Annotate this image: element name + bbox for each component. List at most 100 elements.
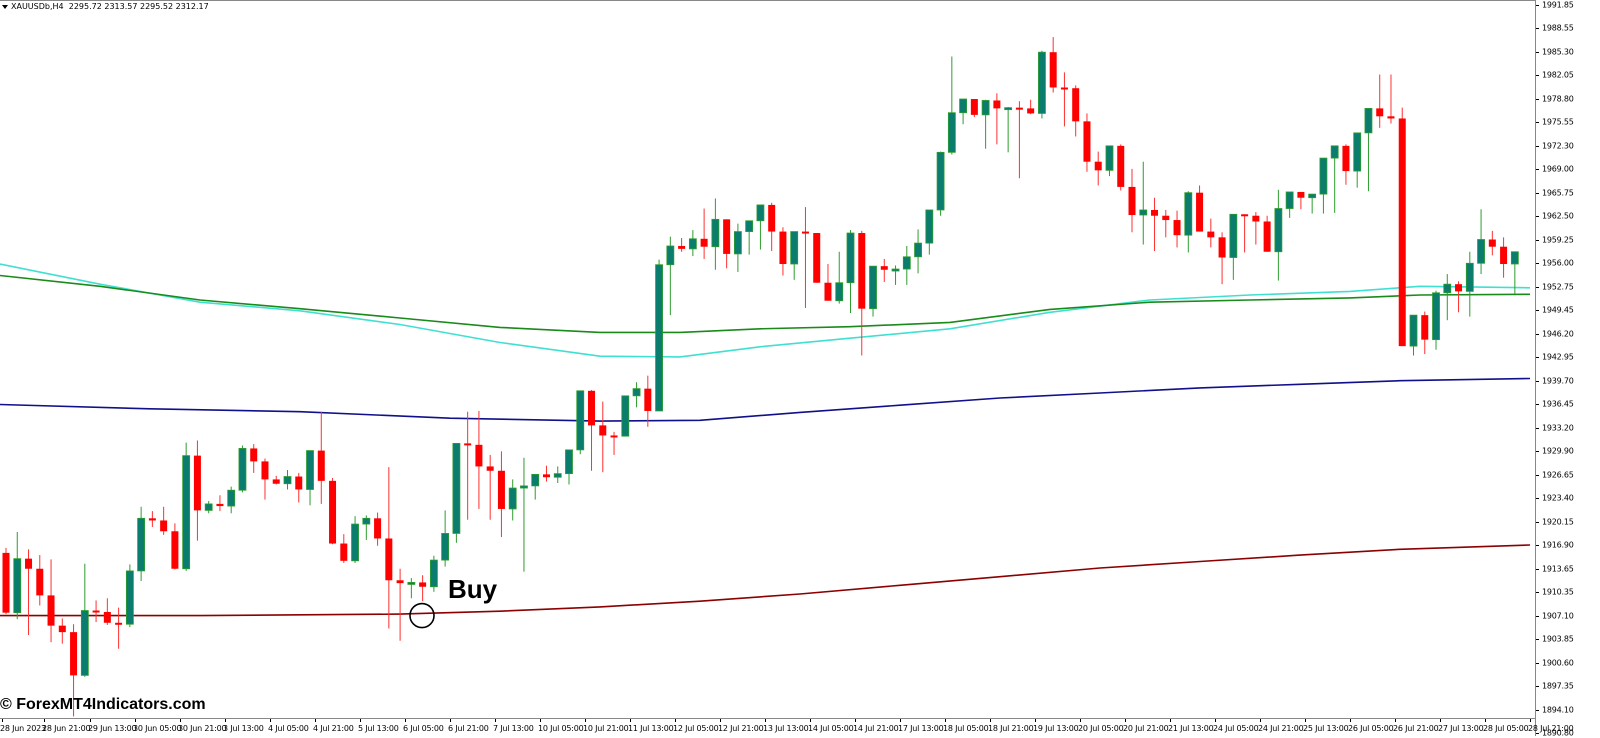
- x-tick: [270, 719, 271, 722]
- y-axis-label: 1936.45: [1542, 399, 1574, 409]
- bull-candle: [351, 516, 359, 563]
- x-tick: [585, 719, 586, 722]
- y-axis-label: 1959.25: [1542, 235, 1574, 245]
- bull-candle: [734, 223, 742, 272]
- y-tick: [1536, 216, 1539, 218]
- x-tick: [900, 719, 901, 722]
- x-tick: [495, 719, 496, 722]
- y-axis-label: 1903.85: [1542, 634, 1574, 644]
- x-axis-label: 10 Jul 21:00: [583, 724, 629, 733]
- x-axis-label: 4 Jul 05:00: [268, 724, 309, 733]
- bear-candle: [475, 410, 483, 509]
- x-tick: [360, 719, 361, 722]
- y-tick: [1536, 686, 1539, 688]
- bear-candle: [1297, 191, 1305, 210]
- x-tick: [630, 719, 631, 722]
- x-tick: [1395, 719, 1396, 722]
- x-tick: [44, 719, 45, 722]
- bear-candle: [396, 568, 404, 641]
- y-tick: [1536, 545, 1539, 547]
- bull-candle: [891, 265, 900, 285]
- y-axis-label: 1972.30: [1542, 141, 1574, 151]
- bear-candle: [542, 465, 550, 482]
- bull-candle: [1432, 290, 1440, 350]
- dropdown-triangle-icon[interactable]: [2, 4, 8, 9]
- y-axis-label: 1933.20: [1542, 423, 1574, 433]
- y-tick: [1536, 169, 1539, 171]
- ohlc-values: 2295.72 2313.57 2295.52 2312.17: [68, 2, 209, 11]
- bull-candle: [1004, 106, 1013, 153]
- y-tick: [1536, 662, 1539, 664]
- x-tick: [1485, 719, 1486, 722]
- bear-candle: [1094, 151, 1102, 186]
- bull-candle: [429, 555, 438, 592]
- x-axis-label: 14 Jul 21:00: [853, 724, 899, 733]
- bull-candle: [1409, 314, 1418, 356]
- x-tick: [1215, 719, 1216, 722]
- bull-candle: [632, 382, 641, 408]
- x-axis-label: 20 Jul 21:00: [1123, 724, 1169, 733]
- bull-candle: [1038, 50, 1046, 119]
- chart-area[interactable]: XAUUSDb,H4 2295.72 2313.57 2295.52 2312.…: [0, 0, 1535, 718]
- bear-candle: [1218, 232, 1226, 285]
- bear-candle: [1342, 144, 1350, 185]
- y-tick: [1536, 51, 1539, 53]
- bear-candle: [1421, 311, 1429, 355]
- x-axis-label: 11 Jul 13:00: [628, 724, 674, 733]
- bear-candle: [70, 624, 78, 717]
- x-tick: [1035, 719, 1036, 722]
- bear-candle: [2, 547, 10, 615]
- bear-candle: [723, 219, 731, 269]
- bear-candle: [610, 431, 618, 455]
- x-axis-label: 26 Jul 05:00: [1348, 724, 1394, 733]
- bear-candle: [25, 549, 33, 636]
- x-tick: [1170, 719, 1171, 722]
- y-axis-label: 1929.90: [1542, 446, 1574, 456]
- bull-candle: [1139, 161, 1148, 245]
- y-tick: [1536, 145, 1539, 147]
- x-axis-label: 14 Jul 05:00: [808, 724, 854, 733]
- y-axis-label: 1949.45: [1542, 305, 1574, 315]
- y-tick: [1536, 286, 1539, 288]
- bear-candle: [103, 598, 111, 625]
- y-axis-label: 1890.80: [1542, 728, 1574, 738]
- bear-candle: [1173, 210, 1181, 248]
- bull-candle: [835, 251, 844, 304]
- y-tick: [1536, 5, 1539, 6]
- price-axis[interactable]: 1991.85 1988.55 1985.30 1982.05 1978.80 1975.…: [1535, 0, 1600, 738]
- bear-candle: [36, 555, 44, 606]
- y-tick: [1536, 192, 1539, 194]
- bear-candle: [813, 233, 821, 283]
- y-axis-label: 1975.55: [1542, 117, 1574, 127]
- y-tick: [1536, 404, 1539, 406]
- bear-candle: [295, 472, 303, 503]
- bull-candle: [565, 449, 573, 485]
- y-axis-label: 1978.80: [1542, 94, 1574, 104]
- bull-candle: [1477, 209, 1485, 275]
- x-tick: [1125, 719, 1126, 722]
- bear-candle: [1387, 74, 1395, 124]
- bull-candle: [688, 230, 697, 257]
- bull-candle: [553, 466, 562, 484]
- bull-candle: [13, 531, 22, 620]
- bull-candle: [283, 470, 292, 490]
- x-axis-label: 30 Jun 21:00: [178, 724, 227, 733]
- x-axis-label: 5 Jul 13:00: [358, 724, 399, 733]
- bear-candle: [1488, 230, 1496, 256]
- bear-candle: [340, 534, 348, 563]
- bear-candle: [171, 523, 179, 570]
- x-axis-label: 6 Jul 05:00: [403, 724, 444, 733]
- x-axis-label: 4 Jul 21:00: [313, 724, 354, 733]
- bull-candle: [1465, 251, 1474, 317]
- x-tick: [135, 719, 136, 722]
- time-axis[interactable]: 28 Jun 2023 28 Jun 21:00 29 Jun 13:00 30 Ju…: [0, 718, 1574, 737]
- y-axis-label: 1897.35: [1542, 681, 1574, 691]
- bull-candle: [452, 442, 461, 543]
- bull-candle: [621, 395, 630, 437]
- y-axis-label: 1991.85: [1542, 0, 1574, 10]
- x-tick: [1080, 719, 1081, 722]
- y-tick: [1536, 568, 1539, 570]
- bear-candle: [779, 227, 787, 276]
- y-axis-label: 1956.00: [1542, 258, 1574, 268]
- bull-candle: [1319, 157, 1328, 214]
